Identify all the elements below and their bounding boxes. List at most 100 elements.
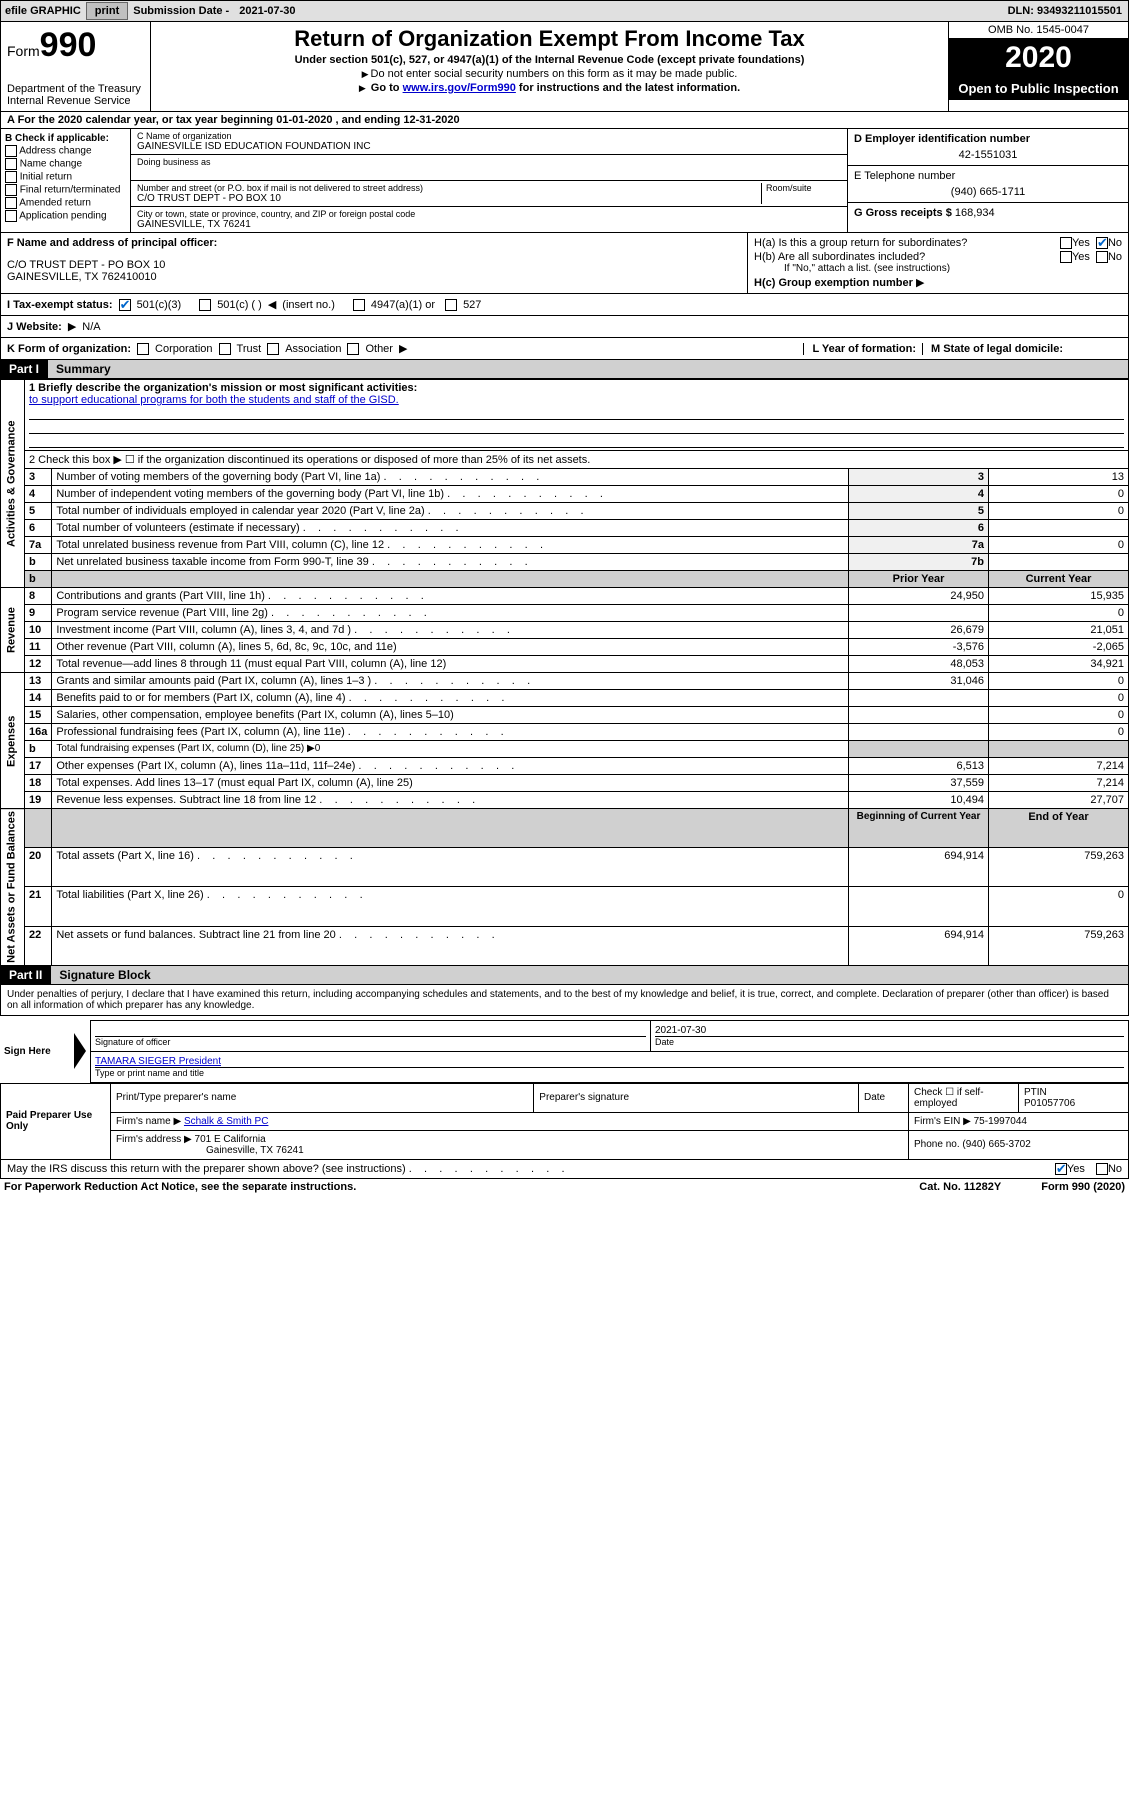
efile-label: efile GRAPHIC	[1, 5, 85, 17]
line-5-box: 5	[849, 503, 989, 520]
gross-value: 168,934	[955, 207, 995, 219]
phone-label: E Telephone number	[854, 170, 1122, 182]
part-1-title: Summary	[47, 360, 1128, 378]
line-21-text: Total liabilities (Part X, line 26)	[56, 889, 362, 901]
firm-name-label: Firm's name ▶	[116, 1116, 181, 1127]
checkbox-initial-return[interactable]	[5, 171, 17, 183]
gross-label: G Gross receipts $	[854, 207, 952, 219]
insert-no-hint: (insert no.)	[282, 299, 335, 311]
line-16a-current: 0	[989, 724, 1129, 741]
opt-corp: Corporation	[155, 343, 212, 355]
col-current-year: Current Year	[989, 571, 1129, 588]
opt-assoc: Association	[285, 343, 341, 355]
line-5-text: Total number of individuals employed in …	[56, 505, 583, 517]
line-3-val: 13	[989, 469, 1129, 486]
firm-phone-value: (940) 665-3702	[962, 1139, 1030, 1150]
row-a-pre: A For the 2020 calendar year, or tax yea…	[7, 114, 276, 126]
checkbox-hb-yes[interactable]	[1060, 251, 1072, 263]
dba-label: Doing business as	[137, 157, 841, 167]
line-12-prior: 48,053	[849, 656, 989, 673]
officer-name-link[interactable]: TAMARA SIEGER President	[95, 1056, 221, 1067]
line-7b-val	[989, 554, 1129, 571]
line-19-current: 27,707	[989, 792, 1129, 809]
irs-link[interactable]: www.irs.gov/Form990	[403, 82, 516, 94]
line-9-current: 0	[989, 605, 1129, 622]
checkbox-ha-no[interactable]	[1096, 237, 1108, 249]
checkbox-501c3[interactable]	[119, 299, 131, 311]
line-8-prior: 24,950	[849, 588, 989, 605]
line-15-prior	[849, 707, 989, 724]
mission-text-link[interactable]: to support educational programs for both…	[29, 394, 399, 406]
col-end: End of Year	[989, 809, 1129, 848]
checkbox-assoc[interactable]	[267, 343, 279, 355]
line-22-beg: 694,914	[849, 926, 989, 965]
line-7b-box: 7b	[849, 554, 989, 571]
org-address: C/O TRUST DEPT - PO BOX 10	[137, 193, 761, 204]
omb-number: OMB No. 1545-0047	[949, 22, 1128, 39]
checkbox-ha-yes[interactable]	[1060, 237, 1072, 249]
discuss-row: May the IRS discuss this return with the…	[0, 1160, 1129, 1179]
line-8-current: 15,935	[989, 588, 1129, 605]
checkbox-app-pending[interactable]	[5, 210, 17, 222]
box-b-label: B Check if applicable:	[5, 133, 109, 144]
print-button[interactable]: print	[86, 2, 128, 20]
line-17-current: 7,214	[989, 758, 1129, 775]
discuss-yes: Yes	[1067, 1163, 1085, 1175]
checkbox-other[interactable]	[347, 343, 359, 355]
line-17-text: Other expenses (Part IX, column (A), lin…	[56, 760, 514, 772]
side-label-net-assets: Net Assets or Fund Balances	[1, 809, 25, 966]
signature-declaration: Under penalties of perjury, I declare th…	[0, 985, 1129, 1016]
line-15-no: 15	[25, 707, 52, 724]
line-20-beg: 694,914	[849, 848, 989, 887]
row-i-tax-status: I Tax-exempt status: 501(c)(3) 501(c) ( …	[0, 294, 1129, 316]
yes-label: Yes	[1072, 237, 1090, 249]
no-label-2: No	[1108, 251, 1122, 263]
pp-sig-label: Preparer's signature	[534, 1083, 859, 1112]
opt-name-change: Name change	[20, 159, 82, 170]
row-a-tax-year: A For the 2020 calendar year, or tax yea…	[0, 112, 1129, 129]
opt-4947: 4947(a)(1) or	[371, 299, 435, 311]
form-title-block: Return of Organization Exempt From Incom…	[151, 22, 948, 111]
firm-name-link[interactable]: Schalk & Smith PC	[184, 1116, 268, 1127]
cat-no: Cat. No. 11282Y	[919, 1181, 1001, 1193]
line-18-current: 7,214	[989, 775, 1129, 792]
checkbox-amended[interactable]	[5, 197, 17, 209]
checkbox-final-return[interactable]	[5, 184, 17, 196]
checkbox-hb-no[interactable]	[1096, 251, 1108, 263]
dln-block: DLN: 93493211015501	[1008, 5, 1128, 17]
row-k-form-org: K Form of organization: Corporation Trus…	[0, 338, 1129, 360]
h-a-label: H(a) Is this a group return for subordin…	[754, 237, 1060, 249]
pp-name-label: Print/Type preparer's name	[111, 1083, 534, 1112]
side-label-expenses: Expenses	[1, 673, 25, 809]
line-17-prior: 6,513	[849, 758, 989, 775]
pra-notice: For Paperwork Reduction Act Notice, see …	[4, 1181, 356, 1193]
goto-pre: Go to	[371, 82, 403, 94]
line-14-text: Benefits paid to or for members (Part IX…	[56, 692, 504, 704]
opt-final-return: Final return/terminated	[20, 185, 121, 196]
q2-text: 2 Check this box ▶ ☐ if the organization…	[25, 451, 1129, 469]
checkbox-527[interactable]	[445, 299, 457, 311]
checkbox-501c[interactable]	[199, 299, 211, 311]
line-7a-no: 7a	[25, 537, 52, 554]
checkbox-discuss-yes[interactable]	[1055, 1163, 1067, 1175]
dln-value.: 93493211015501	[1037, 5, 1122, 17]
ssn-warning: Do not enter social security numbers on …	[371, 68, 738, 80]
checkbox-address-change[interactable]	[5, 145, 17, 157]
line-4-val: 0	[989, 486, 1129, 503]
line-22-end: 759,263	[989, 926, 1129, 965]
box-b-checklist: B Check if applicable: Address change Na…	[1, 129, 131, 232]
ptin-value: P01057706	[1024, 1098, 1075, 1109]
checkbox-4947[interactable]	[353, 299, 365, 311]
checkbox-discuss-no[interactable]	[1096, 1163, 1108, 1175]
line-4-box: 4	[849, 486, 989, 503]
checkbox-name-change[interactable]	[5, 158, 17, 170]
checkbox-corp[interactable]	[137, 343, 149, 355]
line-10-text: Investment income (Part VIII, column (A)…	[56, 624, 510, 636]
line-22-text: Net assets or fund balances. Subtract li…	[56, 929, 494, 941]
line-8-text: Contributions and grants (Part VIII, lin…	[56, 590, 423, 602]
part-2-header-row: Part II Signature Block	[0, 966, 1129, 985]
checkbox-trust[interactable]	[219, 343, 231, 355]
form-ref: Form 990 (2020)	[1041, 1181, 1125, 1193]
line-13-prior: 31,046	[849, 673, 989, 690]
line-16b-text: Total fundraising expenses (Part IX, col…	[56, 743, 320, 754]
